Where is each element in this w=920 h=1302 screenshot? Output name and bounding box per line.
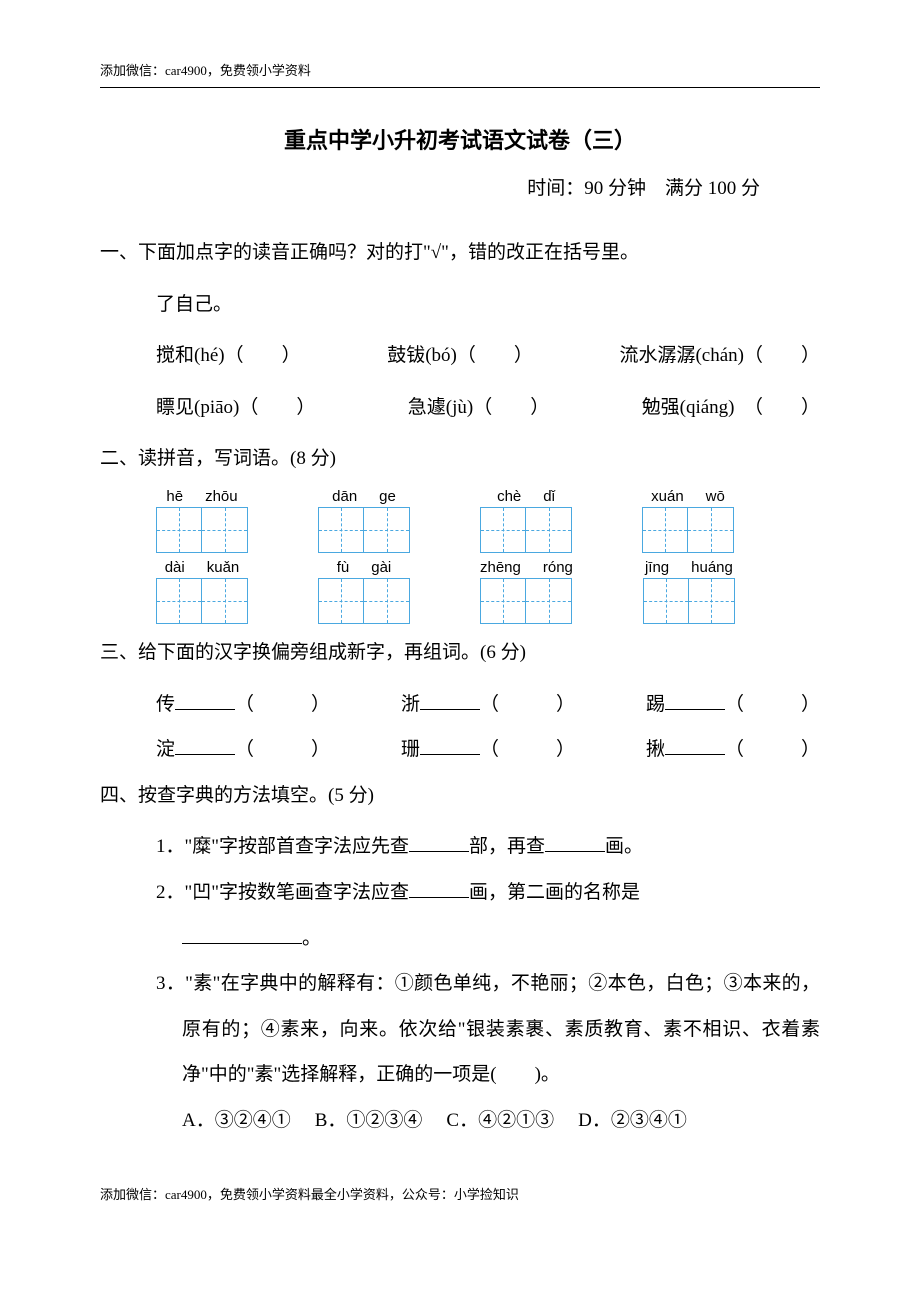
tianzige-box [480,578,526,624]
pinyin-label: xuán [651,488,684,505]
q1-item: 鼓钹(bó)（ ） [387,333,533,379]
q1-prompt: 一、下面加点字的读音正确吗？对的打"√"，错的改正在括号里。 [100,230,820,276]
pinyin-group: jīng huáng [643,559,735,624]
pinyin-group: fù gài [318,559,410,624]
q4-sub2-line2: 。 [100,916,820,962]
option-d: D．②③④① [578,1098,687,1144]
q3-row2: 淀（ ） 珊（ ） 揪（ ） [100,727,820,773]
q1-row2: 瞟见(piāo)（ ） 急遽(jù)（ ） 勉强(qiáng) （ ） [100,385,820,431]
blank [545,833,605,852]
q1-item: 瞟见(piāo)（ ） [156,385,315,431]
tianzige-box [526,578,572,624]
footer-note: 添加微信：car4900，免费领小学资料最全小学资料，公众号：小学捡知识 [100,1184,820,1203]
tianzige-box [202,507,248,553]
tianzige-box [364,507,410,553]
q4-sub1-a: 1．"糜"字按部首查字法应先查 [156,836,409,857]
tianzige-box [643,578,689,624]
option-a: A．③②④① [182,1098,291,1144]
q1-row1: 搅和(hé)（ ） 鼓钹(bó)（ ） 流水潺潺(chán)（ ） [100,333,820,379]
q4-sub3: 3．"素"在字典中的解释有：①颜色单纯，不艳丽；②本色，白色；③本来的，原有的；… [100,961,820,1098]
q1-item: 急遽(jù)（ ） [408,385,549,431]
pinyin-label: zhēng [480,559,521,576]
q3-item: 淀（ ） [156,727,330,773]
q2-row2: dài kuǎn fù gài zhēng róng jīng huáng [100,559,820,624]
blank [420,736,480,755]
blank [409,833,469,852]
q4-sub2-b: 画，第二画的名称是 [469,882,640,903]
tianzige-box [642,507,688,553]
pinyin-label: huáng [691,559,733,576]
pinyin-group: dài kuǎn [156,559,248,624]
q3-char: 踢 [646,694,665,715]
pinyin-group: chè dǐ [480,488,572,553]
tianzige-box [688,507,734,553]
tianzige-box [364,578,410,624]
tianzige-box [202,578,248,624]
blank [175,691,235,710]
q3-char: 揪 [646,739,665,760]
pinyin-label: hē [166,488,183,505]
q3-char: 传 [156,694,175,715]
q3-item: 揪（ ） [646,727,820,773]
pinyin-label: dǐ [543,488,555,505]
header-note: 添加微信：car4900，免费领小学资料 [100,60,820,88]
page-subtitle: 时间：90 分钟 满分 100 分 [100,173,820,200]
pinyin-group: zhēng róng [480,559,573,624]
pinyin-label: chè [497,488,521,505]
pinyin-label: ge [379,488,396,505]
tianzige-box [156,578,202,624]
pinyin-label: dài [165,559,185,576]
q4-sub1-b: 部，再查 [469,836,545,857]
tianzige-box [318,507,364,553]
q3-item: 珊（ ） [401,727,575,773]
tianzige-box [689,578,735,624]
q3-row1: 传（ ） 浙（ ） 踢（ ） [100,682,820,728]
q3-item: 浙（ ） [401,682,575,728]
q1-item: 勉强(qiáng) （ ） [642,385,820,431]
tianzige-box [480,507,526,553]
tianzige-box [156,507,202,553]
pinyin-group: dān ge [318,488,410,553]
pinyin-label: fù [337,559,350,576]
pinyin-label: kuǎn [207,559,240,576]
q1-fragment: 了自己。 [100,282,820,328]
q4-sub2: 2．"凹"字按数笔画查字法应查 画，第二画的名称是 [100,870,820,916]
pinyin-group: hē zhōu [156,488,248,553]
option-c: C．④②①③ [446,1098,554,1144]
q2-prompt: 二、读拼音，写词语。(8 分) [100,436,820,482]
q3-char: 淀 [156,739,175,760]
pinyin-label: zhōu [205,488,238,505]
pinyin-group: xuán wō [642,488,734,553]
q4-prompt: 四、按查字典的方法填空。(5 分) [100,773,820,819]
q3-char: 浙 [401,694,420,715]
q4-sub2-a: 2．"凹"字按数笔画查字法应查 [156,882,409,903]
q4-sub1-c: 画。 [605,836,643,857]
q4-sub3-text: 3．"素"在字典中的解释有：①颜色单纯，不艳丽；②本色，白色；③本来的，原有的；… [156,973,820,1085]
tianzige-box [318,578,364,624]
pinyin-label: jīng [645,559,669,576]
pinyin-label: dān [332,488,357,505]
q1-item: 搅和(hé)（ ） [156,333,301,379]
blank [175,736,235,755]
page-title: 重点中学小升初考试语文试卷（三） [100,123,820,155]
blank [409,879,469,898]
pinyin-label: róng [543,559,573,576]
q3-char: 珊 [401,739,420,760]
blank [420,691,480,710]
q3-item: 踢（ ） [646,682,820,728]
blank [182,925,302,944]
option-b: B．①②③④ [315,1098,423,1144]
tianzige-box [526,507,572,553]
pinyin-label: wō [706,488,725,505]
pinyin-label: gài [371,559,391,576]
q2-row1: hē zhōu dān ge chè dǐ xuán wō [100,488,820,553]
q4-sub2-c: 。 [302,928,321,949]
q4-sub1: 1．"糜"字按部首查字法应先查 部，再查 画。 [100,824,820,870]
q4-options: A．③②④① B．①②③④ C．④②①③ D．②③④① [100,1098,820,1144]
q3-prompt: 三、给下面的汉字换偏旁组成新字，再组词。(6 分) [100,630,820,676]
q3-item: 传（ ） [156,682,330,728]
blank [665,691,725,710]
q1-item: 流水潺潺(chán)（ ） [619,333,820,379]
blank [665,736,725,755]
